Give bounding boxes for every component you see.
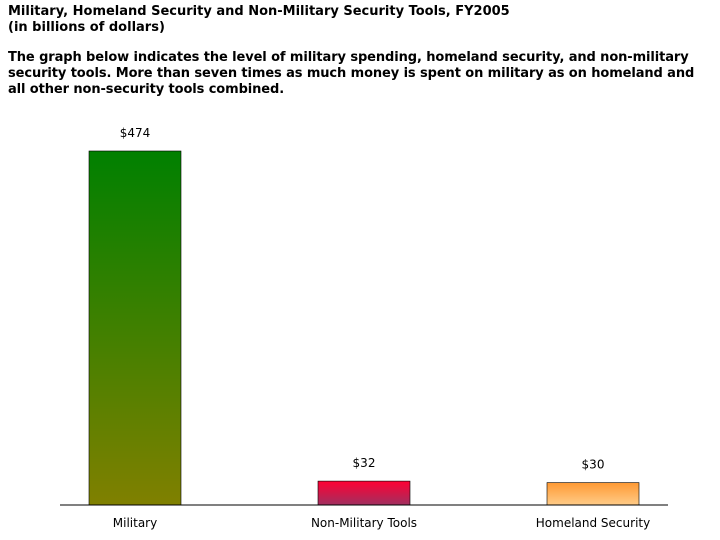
chart-description: The graph below indicates the level of m…	[8, 50, 695, 97]
chart-title: Military, Homeland Security and Non-Mili…	[8, 4, 510, 19]
labels-layer: $474 Military $32 Non-Military Tools $30 Home…	[113, 126, 650, 530]
value-label-military: $474	[120, 126, 151, 140]
bar-homeland-security	[546, 482, 640, 506]
value-label-non-military-tools: $32	[353, 456, 376, 470]
bar-non-military-tools	[317, 480, 411, 506]
category-label-homeland-security: Homeland Security	[536, 516, 650, 530]
bar-military	[88, 150, 182, 506]
value-label-homeland-security: $30	[582, 458, 605, 472]
bars-layer	[88, 150, 640, 506]
category-label-military: Military	[113, 516, 157, 530]
chart-header: Military, Homeland Security and Non-Mili…	[8, 4, 708, 98]
category-label-non-military-tools: Non-Military Tools	[311, 516, 417, 530]
chart-subtitle: (in billions of dollars)	[8, 20, 165, 35]
